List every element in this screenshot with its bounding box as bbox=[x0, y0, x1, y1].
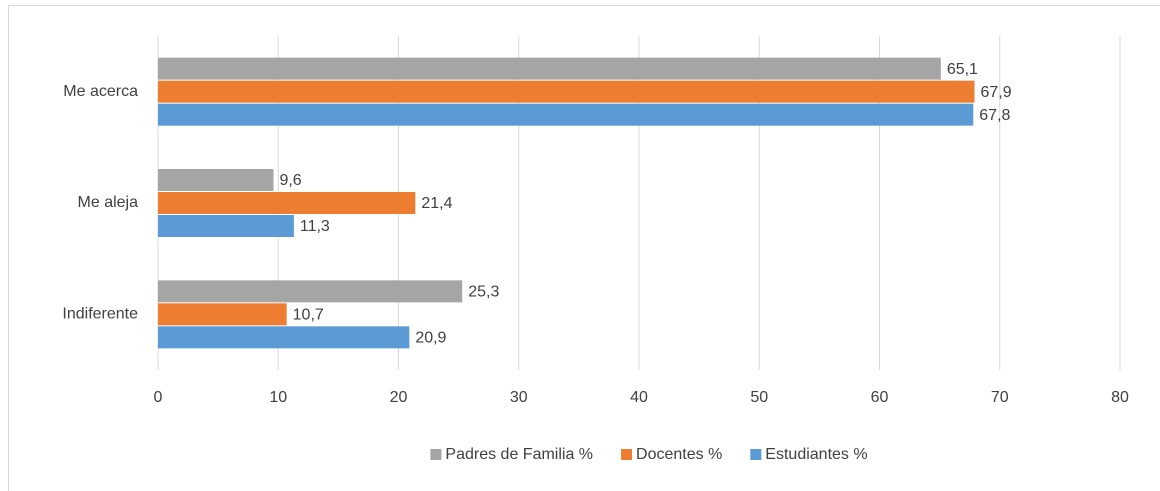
legend-label: Docentes % bbox=[636, 446, 722, 463]
bar bbox=[158, 57, 941, 80]
legend-label: Estudiantes % bbox=[765, 446, 867, 463]
x-tick-label: 50 bbox=[750, 389, 768, 406]
bar bbox=[158, 303, 287, 326]
bar bbox=[158, 192, 416, 214]
legend-swatch bbox=[621, 449, 633, 460]
bar bbox=[158, 80, 975, 103]
x-tick-label: 70 bbox=[991, 389, 1009, 406]
x-tick-label: 40 bbox=[630, 389, 648, 406]
x-tick-label: 60 bbox=[871, 389, 889, 406]
bar bbox=[158, 103, 974, 126]
chart-frame bbox=[8, 5, 1160, 491]
y-tick-label: Indiferente bbox=[62, 306, 138, 323]
legend-swatch bbox=[750, 449, 762, 460]
data-label: 21,4 bbox=[421, 195, 452, 212]
x-tick-label: 80 bbox=[1111, 389, 1129, 406]
y-tick-label: Me aleja bbox=[78, 194, 139, 211]
data-label: 20,9 bbox=[415, 330, 446, 347]
bar bbox=[158, 215, 294, 237]
bar bbox=[158, 169, 274, 191]
data-label: 67,8 bbox=[979, 107, 1010, 124]
x-tick-label: 20 bbox=[390, 389, 408, 406]
legend-swatch bbox=[430, 449, 442, 460]
bar bbox=[158, 326, 410, 349]
y-tick-label: Me acerca bbox=[63, 83, 138, 100]
legend-label: Padres de Familia % bbox=[445, 446, 593, 463]
data-label: 10,7 bbox=[293, 307, 324, 324]
x-tick-label: 10 bbox=[269, 389, 287, 406]
data-label: 65,1 bbox=[947, 61, 978, 78]
data-label: 11,3 bbox=[300, 218, 330, 235]
x-tick-label: 0 bbox=[154, 389, 163, 406]
x-tick-label: 30 bbox=[510, 389, 528, 406]
data-label: 25,3 bbox=[468, 284, 499, 301]
data-label: 67,9 bbox=[980, 84, 1011, 101]
data-label: 9,6 bbox=[279, 172, 301, 189]
bar bbox=[158, 280, 463, 303]
